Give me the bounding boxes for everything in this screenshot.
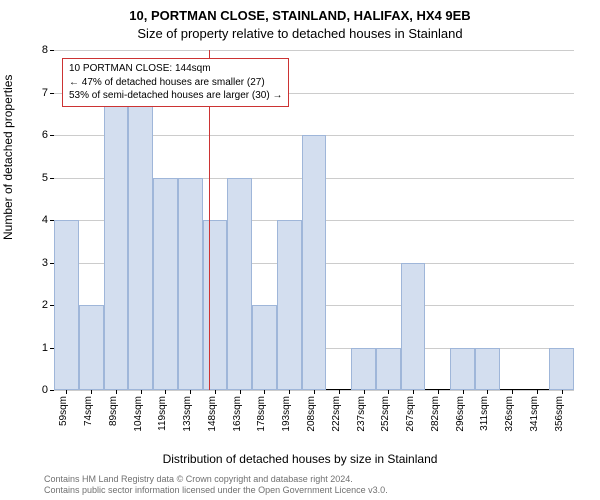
x-tick-label: 178sqm [256, 392, 267, 446]
x-tick-label: 237sqm [356, 392, 367, 446]
y-tick-label: 5 [42, 172, 54, 184]
x-tick-label: 104sqm [133, 392, 144, 446]
y-axis-label: Number of detached properties [1, 75, 15, 240]
y-tick-label: 1 [42, 342, 54, 354]
annotation-box: 10 PORTMAN CLOSE: 144sqm← 47% of detache… [62, 58, 289, 107]
attribution-text: Contains HM Land Registry data © Crown c… [44, 474, 584, 497]
histogram-bar [302, 135, 327, 390]
x-tick-label: 222sqm [331, 392, 342, 446]
chart-title-sub: Size of property relative to detached ho… [0, 26, 600, 41]
histogram-bar [401, 263, 426, 391]
y-tick-label: 4 [42, 214, 54, 226]
x-tick-label: 119sqm [157, 392, 168, 446]
x-tick-label: 163sqm [232, 392, 243, 446]
histogram-bar [549, 348, 574, 391]
y-tick-label: 8 [42, 44, 54, 56]
attribution-line: Contains HM Land Registry data © Crown c… [44, 474, 584, 485]
annotation-line: 10 PORTMAN CLOSE: 144sqm [69, 62, 282, 76]
x-tick-label: 208sqm [306, 392, 317, 446]
x-tick-label: 252sqm [380, 392, 391, 446]
x-tick-label: 133sqm [182, 392, 193, 446]
x-tick-label: 341sqm [529, 392, 540, 446]
y-tick-label: 6 [42, 129, 54, 141]
x-tick-label: 193sqm [281, 392, 292, 446]
histogram-bar [128, 93, 153, 391]
annotation-line: 53% of semi-detached houses are larger (… [69, 89, 282, 103]
x-tick-label: 267sqm [405, 392, 416, 446]
histogram-bar [178, 178, 203, 391]
y-tick-label: 2 [42, 299, 54, 311]
histogram-bar [351, 348, 376, 391]
x-tick-label: 59sqm [58, 392, 69, 446]
x-tick-label: 89sqm [108, 392, 119, 446]
histogram-bar [277, 220, 302, 390]
x-tick-label: 356sqm [554, 392, 565, 446]
histogram-bar [79, 305, 104, 390]
y-tick-label: 7 [42, 87, 54, 99]
plot-area: 01234567859sqm74sqm89sqm104sqm119sqm133s… [54, 50, 574, 390]
annotation-line: ← 47% of detached houses are smaller (27… [69, 76, 282, 90]
chart-container: 10, PORTMAN CLOSE, STAINLAND, HALIFAX, H… [0, 0, 600, 500]
histogram-bar [227, 178, 252, 391]
histogram-bar [153, 178, 178, 391]
histogram-bar [104, 93, 129, 391]
x-tick-label: 148sqm [207, 392, 218, 446]
histogram-bar [252, 305, 277, 390]
x-tick-label: 282sqm [430, 392, 441, 446]
attribution-line: Contains public sector information licen… [44, 485, 584, 496]
histogram-bar [450, 348, 475, 391]
y-tick-label: 0 [42, 384, 54, 396]
y-tick-label: 3 [42, 257, 54, 269]
histogram-bar [203, 220, 228, 390]
chart-title-main: 10, PORTMAN CLOSE, STAINLAND, HALIFAX, H… [0, 8, 600, 23]
histogram-bar [376, 348, 401, 391]
x-tick-label: 311sqm [479, 392, 490, 446]
x-axis-label: Distribution of detached houses by size … [0, 452, 600, 466]
x-tick-label: 74sqm [83, 392, 94, 446]
x-tick-label: 296sqm [455, 392, 466, 446]
x-tick-label: 326sqm [504, 392, 515, 446]
histogram-bar [54, 220, 79, 390]
histogram-bar [475, 348, 500, 391]
